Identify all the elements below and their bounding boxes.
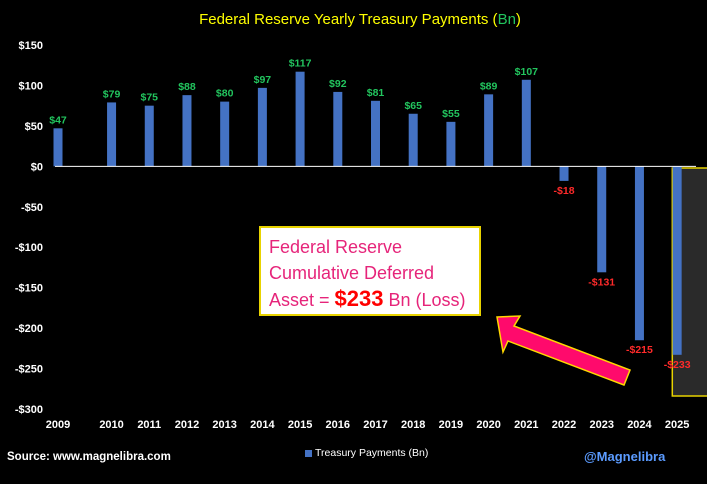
bar-2010 (107, 102, 117, 167)
y-tick-label: $100 (19, 80, 43, 92)
annotation-line3: Asset = $233 Bn (Loss) (269, 286, 471, 313)
data-label-2016: $92 (329, 78, 347, 90)
data-label-2010: $79 (103, 88, 121, 100)
x-tick-label: 2025 (665, 419, 689, 431)
x-tick-label: 2011 (137, 419, 161, 431)
y-tick-label: $150 (19, 40, 43, 52)
bar-2015 (295, 71, 305, 167)
x-tick-label: 2020 (476, 419, 500, 431)
y-tick-label: $50 (25, 121, 43, 133)
handle-text: @Magnelibra (584, 449, 666, 464)
x-tick-label: 2013 (212, 419, 236, 431)
bar-2012 (182, 95, 192, 167)
data-label-2017: $81 (367, 87, 385, 99)
data-label-2019: $55 (442, 108, 460, 120)
y-tick-label: -$50 (21, 202, 43, 214)
y-tick-label: -$150 (15, 283, 43, 295)
bar-2024 (634, 166, 644, 341)
x-tick-label: 2023 (589, 419, 613, 431)
bar-2017 (371, 100, 380, 167)
x-tick-label: 2016 (326, 419, 350, 431)
y-tick-label: -$200 (15, 323, 43, 335)
data-label-2014: $97 (254, 74, 272, 86)
bar-2016 (333, 91, 343, 167)
annotation-prefix: Asset = (269, 290, 335, 310)
annotation-amount: $233 (334, 286, 384, 311)
source-text: Source: www.magnelibra.com (7, 451, 171, 463)
data-label-2012: $88 (178, 81, 196, 93)
x-tick-label: 2015 (288, 419, 312, 431)
legend-label: Treasury Payments (Bn) (315, 447, 429, 459)
x-tick-label: 2009 (46, 419, 70, 431)
data-label-2025: -$233 (664, 359, 691, 371)
x-tick-label: 2022 (552, 419, 576, 431)
y-tick-label: -$100 (15, 242, 43, 254)
data-labels: $47 $79 $75 $88 $80 $97 $117 $92 $81 $65 $55 $89 $10… (49, 58, 690, 371)
data-label-2013: $80 (216, 88, 234, 100)
axes: $150 $100 $50 $0 -$50 -$100 -$150 -$200 -$250 -$3… (15, 40, 696, 431)
data-label-2021: $107 (515, 66, 539, 78)
bar-2023 (597, 166, 607, 273)
x-tick-label: 2012 (175, 419, 199, 431)
annotation-line2: Cumulative Deferred (269, 263, 435, 283)
chart-title: Federal Reserve Yearly Treasury Payments… (199, 11, 521, 28)
x-tick-label: 2021 (514, 419, 538, 431)
bar-2021 (521, 79, 531, 167)
bar-2011 (144, 105, 154, 167)
y-tick-label: -$300 (15, 404, 43, 416)
annotation-box: Federal Reserve Cumulative Deferred Asse… (259, 226, 481, 316)
x-tick-label: 2014 (250, 419, 275, 431)
data-label-2009: $47 (49, 114, 67, 126)
bar-2025 (672, 166, 682, 355)
x-tick-label: 2010 (99, 419, 123, 431)
pointer-arrow (496, 315, 631, 386)
data-label-2018: $65 (404, 100, 422, 112)
bars (53, 71, 682, 355)
y-tick-label: -$250 (15, 364, 43, 376)
bar-2013 (220, 101, 230, 167)
chart-title-unit: Bn (498, 11, 516, 28)
bar-2009 (53, 128, 63, 167)
chart-title-main: Federal Reserve Yearly Treasury Payments (199, 11, 488, 28)
bar-2014 (257, 87, 267, 167)
data-label-2015: $117 (289, 58, 312, 70)
x-tick-label: 2024 (627, 419, 652, 431)
annotation-suffix: Bn (Loss) (383, 290, 466, 310)
x-tick-label: 2017 (363, 419, 387, 431)
data-label-2020: $89 (480, 80, 498, 92)
bar-2022 (559, 166, 569, 181)
bar-2018 (408, 113, 418, 167)
legend-swatch (305, 449, 312, 457)
x-tick-label: 2018 (401, 419, 425, 431)
data-label-2022: -$18 (554, 185, 575, 197)
x-tick-label: 2019 (439, 419, 463, 431)
data-label-2024: -$215 (626, 344, 653, 356)
legend: Treasury Payments (Bn) (305, 447, 428, 459)
data-label-2011: $75 (140, 92, 158, 104)
data-label-2023: -$131 (588, 276, 615, 288)
y-tick-label: $0 (31, 161, 43, 173)
bar-2020 (484, 94, 494, 167)
bar-2019 (446, 121, 456, 167)
annotation-line1: Federal Reserve (269, 237, 403, 257)
